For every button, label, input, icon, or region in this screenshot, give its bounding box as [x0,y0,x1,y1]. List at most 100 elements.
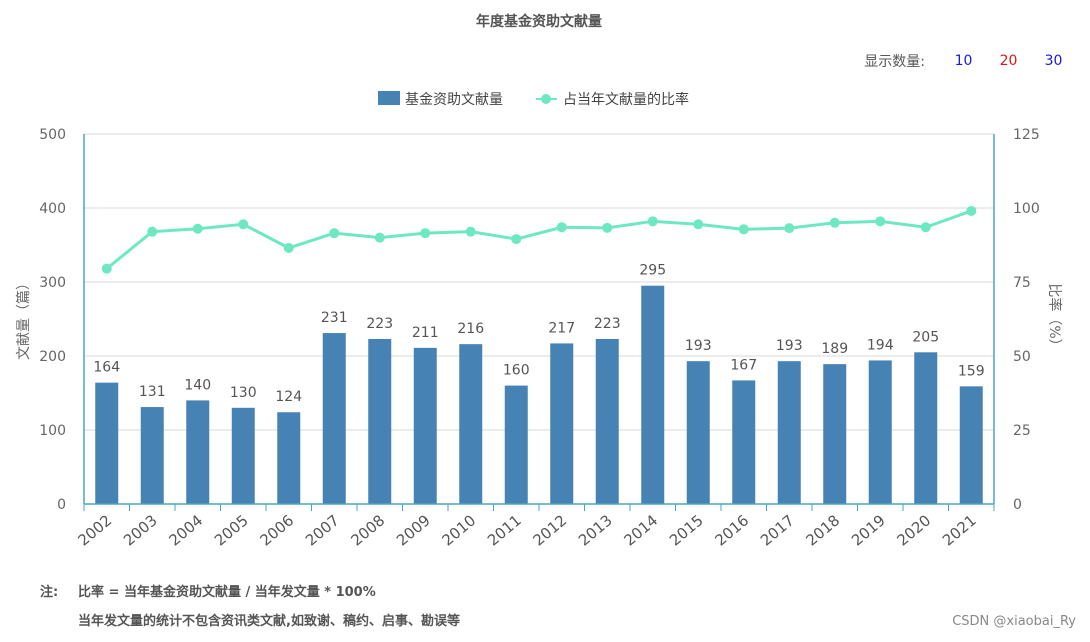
y2-tick-label: 125 [1013,127,1040,143]
bar [777,361,801,504]
ratio-point [556,222,567,233]
ratio-point [420,228,431,239]
ratio-point [647,216,658,227]
bar [550,343,574,504]
x-tick-label: 2021 [939,511,980,549]
y2-tick-label: 0 [1013,497,1022,513]
x-tick-label: 2012 [529,511,570,549]
x-tick-label: 2004 [165,511,206,549]
left-axis-ticks: 0 100 200 300 400 500 [39,127,66,513]
legend-bar-label: 基金资助文献量 [405,91,503,108]
bar [95,382,119,504]
watermark: CSDN @xiaobai_Ry [952,614,1076,629]
ratio-point [966,205,977,216]
ratio-point [511,234,522,245]
bar-value-label: 205 [912,329,939,345]
bar-value-label: 216 [457,321,484,337]
footnote-formula: 注: 比率 = 当年基金资助文献量 / 当年发文量 * 100% [40,581,376,600]
ratio-point [101,263,112,274]
bar-value-label: 140 [184,377,211,393]
bar [868,360,892,504]
bar-value-label: 211 [412,325,439,341]
legend-line-label: 占当年文献量的比率 [563,91,689,108]
x-axis-ticks: 2002 2003 2004 2005 2006 2007 2008 2009 2010 2011… [74,504,995,550]
display-count-option-20[interactable]: 20 [999,53,1018,69]
display-count-option-10[interactable]: 10 [954,53,973,69]
bar [277,412,301,504]
bar-value-label: 130 [230,385,257,401]
bar-value-label: 167 [730,357,757,373]
bar-value-label: 131 [139,384,166,400]
bar-value-label: 217 [548,320,575,336]
footnote-tag: 注: [40,585,59,600]
chart-svg: 基金资助文献量 占当年文献量的比率 164 131 140 130 124 231 223 2… [16,91,1063,550]
ratio-line-series [101,205,977,274]
bar-value-label: 189 [821,341,848,357]
bar-value-label: 295 [639,263,666,279]
y-tick-label: 100 [39,423,66,439]
ratio-point [920,222,931,233]
x-tick-label: 2009 [393,511,434,549]
bar-value-label: 223 [594,316,621,332]
ratio-point [693,219,704,230]
bar-value-label: 193 [776,338,803,354]
gridlines [84,133,994,431]
ratio-point [738,224,749,235]
ratio-point [238,219,249,230]
x-tick-label: 2018 [802,511,843,549]
x-tick-label: 2007 [302,511,343,549]
y-tick-label: 500 [39,127,66,143]
x-tick-label: 2020 [893,511,934,549]
x-tick-label: 2010 [438,511,479,549]
bar-value-label: 223 [366,316,393,332]
bar [231,407,255,504]
bar-value-labels: 164 131 140 130 124 231 223 211 216 160 217 223 295 1… [93,263,984,406]
x-tick-label: 2017 [757,511,798,549]
y2-tick-label: 25 [1013,423,1031,439]
bar [140,407,164,504]
axes [83,134,995,505]
legend[interactable]: 基金资助文献量 占当年文献量的比率 [378,91,689,108]
y-tick-label: 200 [39,349,66,365]
bar [504,385,528,504]
legend-bar-swatch [378,91,400,105]
footnote-exclusion: 当年发文量的统计不包含资讯类文献,如致谢、稿约、启事、勘误等 [78,614,460,629]
y2-axis-title: 比率（%） [1046,283,1063,352]
bar [823,364,847,504]
bar-value-label: 124 [275,389,302,405]
x-tick-label: 2016 [711,511,752,549]
ratio-line [105,209,972,270]
x-tick-label: 2011 [484,511,525,549]
bar [368,338,392,504]
ratio-point [829,217,840,228]
bar [959,386,983,504]
bar [186,400,210,504]
y2-tick-label: 75 [1013,275,1031,291]
bar [732,380,756,504]
bar-value-label: 231 [321,310,348,326]
y-axis-title: 文献量（篇） [16,276,32,360]
ratio-point [147,226,158,237]
x-tick-label: 2019 [848,511,889,549]
display-count-option-30[interactable]: 30 [1044,53,1063,69]
x-tick-label: 2014 [620,511,661,549]
bar-series [95,285,983,504]
ratio-point [602,222,613,233]
legend-line-marker [541,94,551,104]
display-count-selector: 显示数量: 10 20 30 [864,51,1076,71]
display-count-label: 显示数量: [864,54,925,70]
ratio-point [283,242,294,253]
bar-value-label: 159 [958,363,985,379]
bar [322,333,346,504]
x-tick-label: 2003 [120,511,161,549]
y2-tick-label: 100 [1013,201,1040,217]
x-tick-label: 2008 [347,511,388,549]
x-tick-label: 2005 [211,511,252,549]
y-tick-label: 400 [39,201,66,217]
bar [641,285,665,504]
bar [914,352,938,504]
bar-value-label: 193 [685,338,712,354]
bar [413,347,437,504]
bar-value-label: 160 [503,363,530,379]
ratio-point [329,228,340,239]
